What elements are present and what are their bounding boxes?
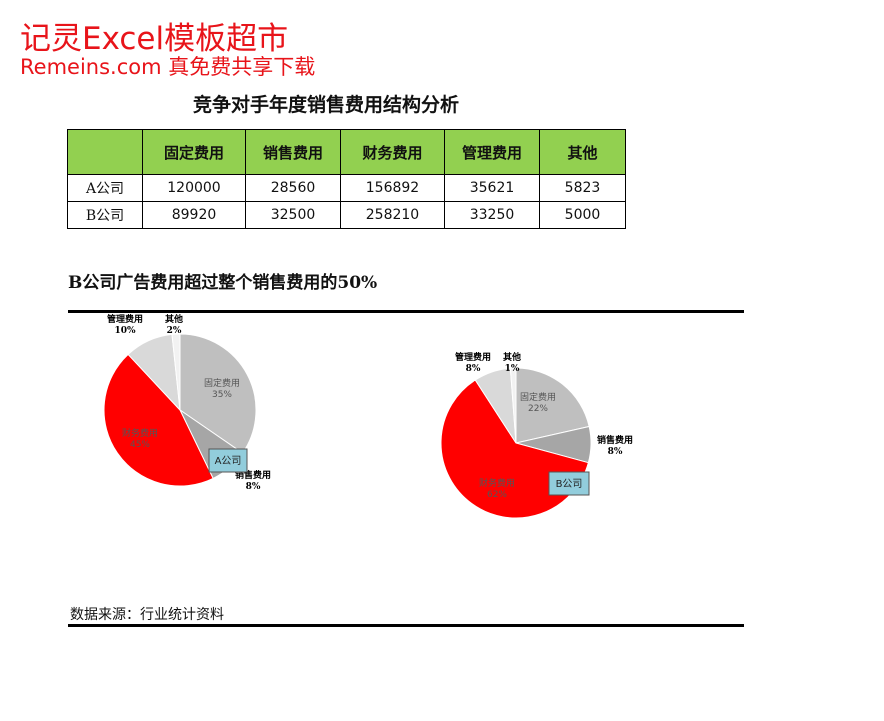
header-cell: 销售费用 — [245, 129, 341, 175]
slice-category-label: 财务费用 — [122, 427, 158, 439]
pie-slice — [103, 353, 214, 487]
header-cell: 其他 — [539, 129, 626, 175]
pie-slice — [515, 367, 590, 444]
table-cell: 28560 — [245, 174, 341, 202]
slice-percent-label: 45% — [130, 440, 150, 450]
legend-box — [208, 448, 248, 473]
table-cell: 5823 — [539, 174, 626, 202]
bottom-divider — [68, 624, 744, 627]
slice-category-label: 其他 — [165, 313, 183, 325]
slice-percent-label: 8% — [608, 447, 623, 457]
legend-box-label: B公司 — [556, 479, 583, 490]
expense-table: 固定费用 销售费用 财务费用 管理费用 其他 A公司 120000 28560 … — [67, 129, 626, 229]
table-header-row: 固定费用 销售费用 财务费用 管理费用 其他 — [67, 129, 626, 175]
table-row: A公司 120000 28560 156892 35621 5823 — [67, 174, 626, 202]
slice-category-label: 管理费用 — [107, 313, 143, 325]
table-cell: 35621 — [444, 174, 540, 202]
slice-percent-label: 2% — [167, 326, 182, 336]
table-cell: 33250 — [444, 201, 540, 229]
slice-percent-label: 8% — [466, 364, 481, 374]
watermark-subtitle: Remeins.com 真免费共享下载 — [20, 55, 316, 79]
slice-percent-label: 8% — [246, 482, 261, 492]
slice-percent-label: 22% — [528, 404, 548, 414]
watermark-title: 记灵Excel模板超市 — [20, 21, 289, 57]
slice-percent-label: 62% — [487, 490, 507, 500]
table-cell: 120000 — [142, 174, 246, 202]
table-row: B公司 89920 32500 258210 33250 5000 — [67, 201, 626, 229]
header-cell: 管理费用 — [444, 129, 540, 175]
legend-box — [548, 471, 590, 496]
header-cell: 财务费用 — [340, 129, 445, 175]
pie-slice — [171, 333, 181, 411]
pie-slice — [179, 333, 257, 454]
chart-subtitle: B公司广告费用超过整个销售费用的50% — [68, 273, 378, 293]
table-cell: 258210 — [340, 201, 445, 229]
legend-box-label: A公司 — [215, 456, 242, 467]
slice-category-label: 销售费用 — [597, 434, 633, 446]
slice-category-label: 固定费用 — [204, 377, 240, 389]
top-divider — [68, 310, 744, 313]
row-label: A公司 — [67, 174, 143, 202]
table-cell: 89920 — [142, 201, 246, 229]
slice-category-label: 其他 — [503, 351, 521, 363]
table-cell: 5000 — [539, 201, 626, 229]
slice-percent-label: 35% — [212, 390, 232, 400]
slice-category-label: 财务费用 — [479, 477, 515, 489]
slice-percent-label: 10% — [114, 326, 136, 336]
table-cell: 156892 — [340, 174, 445, 202]
header-cell: 固定费用 — [142, 129, 246, 175]
row-label: B公司 — [67, 201, 143, 229]
slice-category-label: 管理费用 — [455, 351, 491, 363]
data-source: 数据来源：行业统计资料 — [70, 607, 224, 623]
pie-slice — [509, 367, 517, 444]
table-cell: 32500 — [245, 201, 341, 229]
slice-category-label: 固定费用 — [520, 391, 556, 403]
slice-percent-label: 1% — [505, 364, 520, 374]
report-title: 竞争对手年度销售费用结构分析 — [193, 94, 460, 116]
